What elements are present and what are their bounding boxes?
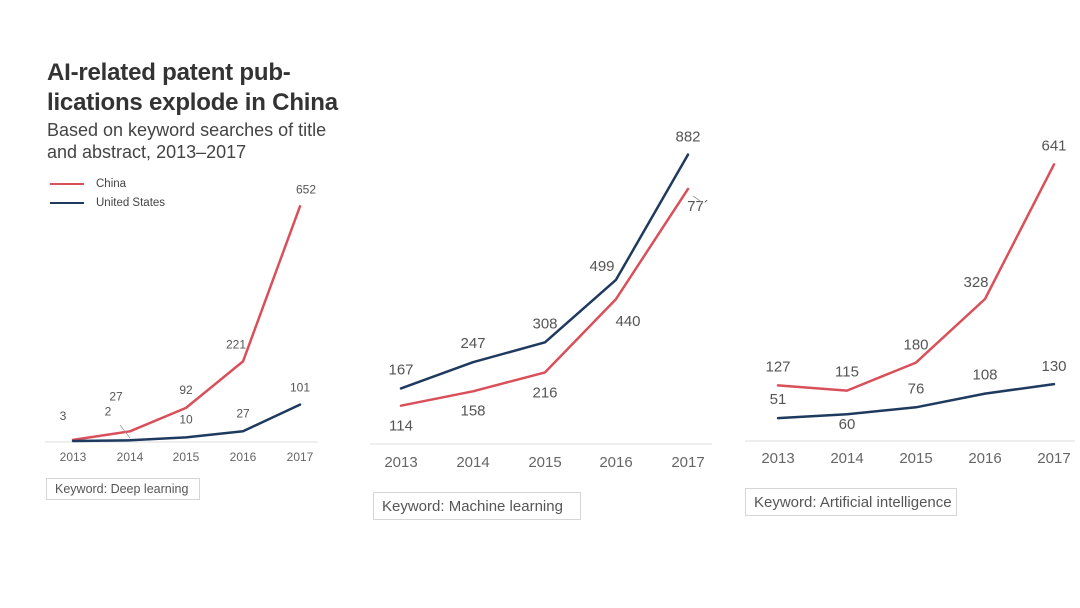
data-label-china-0-1: 27 [109, 389, 123, 403]
data-label-china-0-4: 652 [296, 182, 316, 196]
data-label-china-0-3: 221 [226, 337, 246, 351]
data-label-us-2-2: 76 [908, 380, 925, 397]
data-label-us-1-1: 247 [460, 335, 485, 352]
data-label-us-2-3: 108 [972, 367, 997, 384]
x-tick-label-0-3: 2016 [230, 450, 257, 464]
leader-line-machine-learning-2017 [692, 195, 704, 204]
x-tick-label-0-0: 2013 [60, 450, 87, 464]
data-label-china-2-0: 127 [765, 358, 790, 375]
legend-item-us: United States [50, 193, 165, 212]
data-label-us-2-4: 130 [1041, 358, 1066, 375]
data-label-china-1-0: 114 [389, 418, 413, 435]
data-label-china-2-4: 641 [1041, 137, 1066, 154]
x-tick-label-1-1: 2014 [456, 454, 489, 471]
x-tick-label-2-3: 2016 [968, 450, 1001, 467]
x-tick-label-1-0: 2013 [384, 454, 417, 471]
keyword-box-machine-learning: Keyword: Machine learning [373, 492, 581, 520]
chart-title: AI-related patent pub-lications explode … [47, 59, 338, 116]
data-label-china-1-3: 440 [615, 313, 640, 330]
data-label-us-0-3: 27 [236, 406, 250, 420]
x-tick-label-1-4: 2017 [671, 454, 704, 471]
legend-label-us: United States [96, 196, 166, 209]
x-tick-label-2-1: 2014 [830, 450, 863, 467]
x-tick-label-2-2: 2015 [899, 450, 932, 467]
data-label-china-1-1: 158 [460, 402, 485, 419]
data-label-us-0-4: 101 [290, 381, 310, 395]
data-label-us-1-4: 882 [675, 129, 700, 146]
leader-line-deep-learning-2014 [119, 424, 131, 439]
series-line-china-0 [71, 205, 302, 442]
x-tick-label-2-4: 2017 [1037, 450, 1070, 467]
series-line-china-2 [776, 163, 1056, 392]
data-label-us-1-0: 167 [388, 361, 413, 378]
data-label-china-1-2: 216 [532, 384, 557, 401]
x-tick-label-0-1: 2014 [117, 450, 144, 464]
legend-swatch-us [50, 201, 84, 204]
series-line-us-1 [399, 153, 690, 390]
data-label-us-2-1: 60 [839, 416, 856, 433]
keyword-box-deep-learning: Keyword: Deep learning [46, 478, 200, 500]
x-tick-label-1-2: 2015 [528, 454, 561, 471]
data-label-china-2-3: 328 [963, 274, 988, 291]
legend-swatch-china [50, 182, 84, 185]
series-line-china-1 [399, 187, 690, 407]
data-label-china-0-2: 92 [179, 383, 193, 397]
legend-label-china: China [96, 177, 127, 190]
x-tick-label-2-0: 2013 [761, 450, 794, 467]
x-tick-label-1-3: 2016 [599, 454, 632, 471]
x-tick-label-0-2: 2015 [173, 450, 200, 464]
data-label-us-0-1: 2 [105, 404, 112, 418]
data-label-china-2-1: 115 [835, 364, 859, 381]
data-label-us-1-2: 308 [532, 315, 557, 332]
series-line-us-0 [71, 403, 302, 443]
series-line-us-2 [776, 382, 1056, 420]
chart-subtitle: Based on keyword searches of title and a… [47, 120, 327, 162]
data-label-us-1-3: 499 [589, 258, 614, 275]
legend: China United States [50, 174, 165, 212]
x-tick-label-0-4: 2017 [287, 450, 314, 464]
data-label-china-0-0: 3 [60, 409, 67, 423]
legend-item-china: China [50, 174, 165, 193]
keyword-box-artificial-intelligence: Keyword: Artificial intelligence [745, 488, 957, 516]
data-label-china-2-2: 180 [903, 337, 928, 354]
data-label-us-0-2: 10 [179, 412, 193, 426]
data-label-us-2-0: 51 [770, 391, 787, 408]
data-label-china-1-4: 77´ [687, 198, 709, 215]
